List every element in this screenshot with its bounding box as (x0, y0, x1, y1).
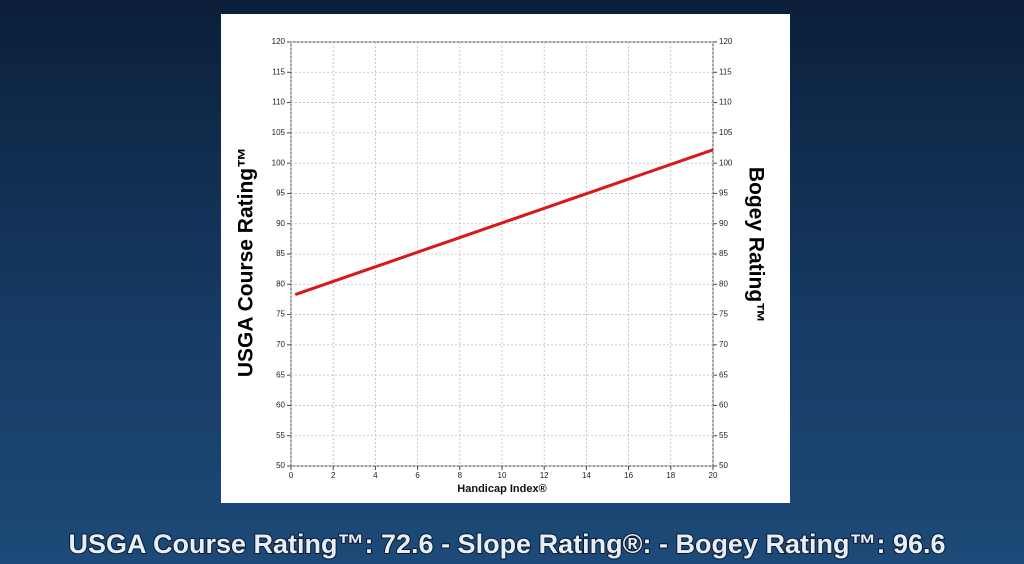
y2-tick-label: 85 (719, 249, 728, 258)
y2-tick-label: 100 (719, 158, 733, 167)
x-tick-label: 18 (666, 471, 675, 480)
caption: USGA Course Rating™: 72.6 - Slope Rating… (69, 529, 946, 559)
y-tick-label: 55 (276, 431, 285, 440)
x-tick-label: 8 (458, 471, 463, 480)
y2-tick-label: 50 (719, 461, 728, 470)
y2-tick-label: 90 (719, 219, 728, 228)
x-tick-label: 10 (498, 471, 507, 480)
y-tick-label: 80 (276, 279, 285, 288)
y2-tick-label: 110 (719, 98, 732, 107)
x-tick-label: 6 (415, 471, 420, 480)
y2-tick-label: 70 (719, 340, 728, 349)
y2-tick-label: 65 (719, 370, 728, 379)
y-tick-label: 65 (276, 370, 285, 379)
y2-tick-label: 80 (719, 279, 728, 288)
data-line (294, 148, 714, 297)
y-tick-label: 70 (276, 340, 285, 349)
y2-tick-label: 115 (719, 67, 732, 76)
y-tick-label: 105 (272, 128, 286, 137)
y-tick-label: 75 (276, 310, 285, 319)
y2-tick-label: 75 (719, 310, 728, 319)
x-tick-label: 14 (582, 471, 591, 480)
y2-tick-label: 105 (719, 128, 733, 137)
x-tick-label: 20 (709, 471, 718, 480)
y-tick-label: 90 (276, 219, 285, 228)
y-tick-label: 95 (276, 189, 285, 198)
y-tick-label: 85 (276, 249, 285, 258)
y2-tick-label: 55 (719, 431, 728, 440)
y-tick-label: 60 (276, 401, 285, 410)
x-tick-label: 12 (540, 471, 549, 480)
y-tick-label: 100 (272, 158, 286, 167)
y-tick-label: 50 (276, 461, 285, 470)
chart-panel (221, 14, 790, 503)
y2-tick-label: 120 (719, 37, 733, 46)
x-tick-label: 0 (289, 471, 294, 480)
y2-tick-label: 95 (719, 189, 728, 198)
x-tick-label: 2 (331, 471, 336, 480)
y-tick-label: 110 (272, 98, 285, 107)
y-axis-label: USGA Course Rating™ (235, 147, 258, 377)
x-tick-label: 4 (373, 471, 378, 480)
y2-tick-label: 60 (719, 401, 728, 410)
x-tick-label: 16 (624, 471, 633, 480)
y2-axis-label: Bogey Rating™ (744, 167, 767, 323)
y-tick-label: 115 (272, 67, 285, 76)
y-tick-label: 120 (272, 37, 286, 46)
x-axis-label: Handicap Index® (457, 483, 546, 495)
